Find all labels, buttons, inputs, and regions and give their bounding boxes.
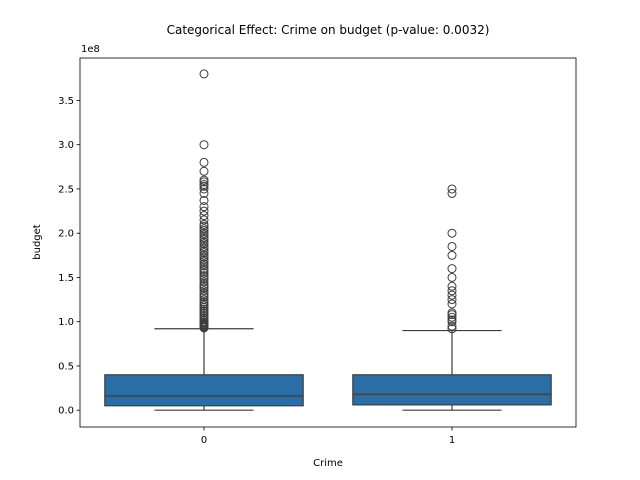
- outlier-point: [447, 272, 457, 282]
- y-tick-label: 3.5: [58, 96, 74, 107]
- outlier-point: [199, 259, 209, 269]
- outlier-point: [199, 195, 209, 205]
- iqr-box: [104, 374, 304, 407]
- outlier-point: [199, 241, 209, 251]
- outlier-point: [199, 297, 209, 307]
- outlier-point: [199, 233, 209, 243]
- outlier-point: [447, 250, 457, 260]
- chart-title: Categorical Effect: Crime on budget (p-v…: [167, 23, 490, 37]
- y-tick-label: 2.0: [58, 229, 74, 240]
- outlier-point: [447, 264, 457, 274]
- plot-content: [104, 69, 552, 411]
- outlier-point: [199, 219, 209, 229]
- outlier-point: [447, 312, 457, 322]
- outlier-point: [199, 237, 209, 247]
- outlier-point: [199, 202, 209, 212]
- outlier-point: [447, 299, 457, 309]
- outlier-point: [199, 255, 209, 265]
- y-tick-label: 2.5: [58, 184, 74, 195]
- outlier-point: [199, 188, 209, 198]
- outlier-point: [199, 211, 209, 221]
- y-axis-offset-text: 1e8: [81, 44, 100, 55]
- box-group-1: [352, 184, 552, 411]
- outlier-point: [447, 184, 457, 194]
- outlier-point: [199, 295, 209, 305]
- outlier-point: [447, 290, 457, 300]
- outlier-point: [199, 206, 209, 216]
- outlier-point: [199, 280, 209, 290]
- plot-frame: [79, 57, 577, 428]
- iqr-box: [352, 374, 552, 406]
- x-tick-label: 1: [449, 435, 455, 446]
- outlier-point: [199, 246, 209, 256]
- outlier-point: [199, 264, 209, 274]
- outlier-point: [199, 140, 209, 150]
- outlier-point: [447, 241, 457, 251]
- outlier-point: [199, 228, 209, 238]
- outlier-point: [447, 295, 457, 305]
- outlier-point: [199, 268, 209, 278]
- outlier-point: [199, 184, 209, 194]
- x-tick-label: 0: [201, 435, 207, 446]
- y-tick-label: 3.0: [58, 140, 74, 151]
- y-axis: 0.0 0.5 1.0 1.5 2.0 2.5 3.0 3.5: [58, 96, 80, 417]
- y-tick-label: 0.5: [58, 361, 74, 372]
- y-tick-label: 1.0: [58, 317, 74, 328]
- outlier-point: [199, 250, 209, 260]
- outlier-point: [199, 215, 209, 225]
- outlier-point: [447, 228, 457, 238]
- outlier-point: [447, 315, 457, 325]
- y-axis-label: budget: [32, 224, 43, 260]
- outlier-point: [447, 281, 457, 291]
- outlier-point: [199, 271, 209, 281]
- outlier-point: [199, 69, 209, 79]
- x-axis-label: Crime: [313, 458, 343, 469]
- y-tick-label: 1.5: [58, 273, 74, 284]
- box-group-0: [104, 69, 304, 411]
- outlier-point: [447, 286, 457, 296]
- outlier-point: [447, 321, 457, 331]
- outlier-point: [199, 157, 209, 167]
- outlier-point: [199, 175, 209, 185]
- outlier-point: [199, 180, 209, 190]
- outlier-point: [447, 308, 457, 318]
- outlier-point: [199, 277, 209, 287]
- outlier-point: [447, 188, 457, 198]
- outlier-point: [199, 224, 209, 234]
- y-tick-label: 0.0: [58, 406, 74, 417]
- outlier-point: [199, 166, 209, 176]
- outlier-point: [199, 286, 209, 296]
- outlier-point: [199, 288, 209, 298]
- outlier-point: [447, 324, 457, 334]
